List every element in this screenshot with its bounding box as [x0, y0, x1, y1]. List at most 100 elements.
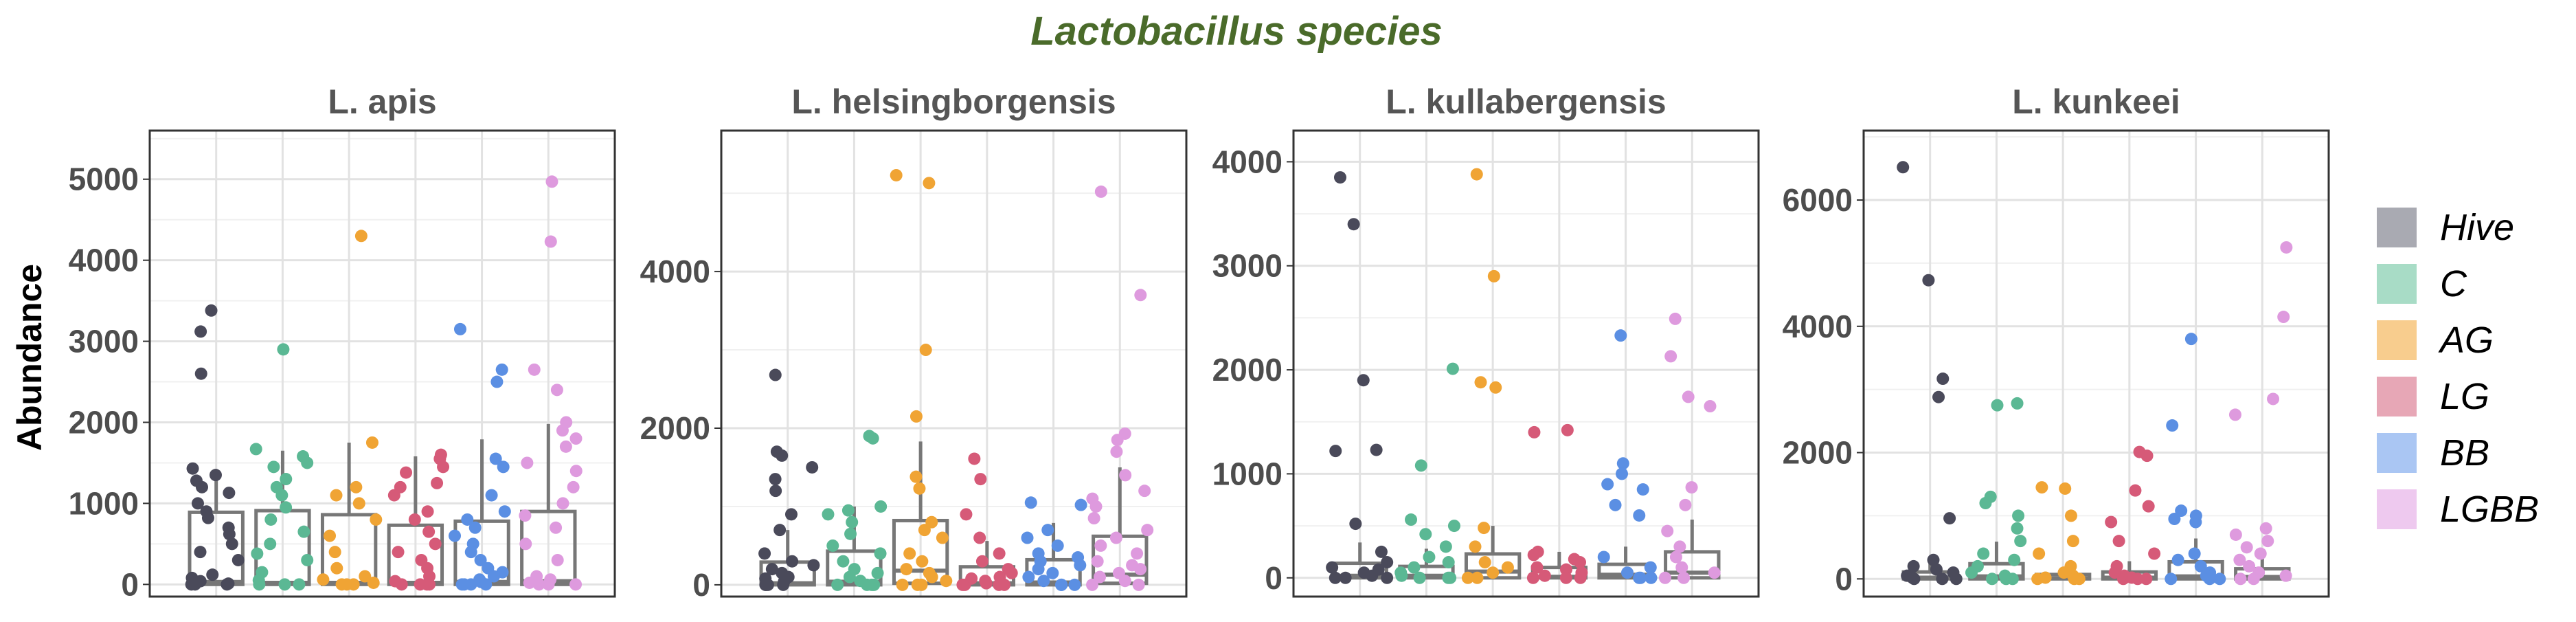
- data-point: [1037, 575, 1050, 588]
- data-point: [831, 578, 844, 591]
- data-point: [1616, 467, 1629, 480]
- data-point: [1922, 274, 1935, 287]
- data-point: [277, 343, 290, 356]
- data-point: [1091, 555, 1104, 568]
- data-point: [414, 578, 427, 591]
- data-point: [569, 432, 583, 445]
- data-point: [1074, 559, 1087, 572]
- data-point: [900, 563, 913, 576]
- data-point: [1414, 459, 1427, 472]
- data-point: [489, 452, 502, 465]
- data-point: [2014, 535, 2027, 548]
- data-point: [206, 568, 219, 581]
- data-point: [275, 489, 289, 502]
- data-point: [874, 547, 887, 560]
- data-point: [301, 456, 314, 469]
- data-point: [1658, 571, 1671, 584]
- data-point: [474, 553, 487, 566]
- data-point: [956, 578, 969, 591]
- data-point: [909, 470, 923, 483]
- data-point: [387, 489, 400, 502]
- data-point: [841, 504, 855, 517]
- data-point: [925, 570, 938, 584]
- data-point: [209, 469, 222, 482]
- data-point: [1086, 578, 1099, 591]
- data-point: [1645, 571, 1658, 584]
- data-point: [521, 456, 534, 469]
- data-point: [251, 547, 264, 560]
- data-point: [449, 529, 462, 542]
- data-point: [359, 570, 372, 583]
- data-point: [556, 424, 569, 437]
- data-point: [352, 497, 365, 510]
- data-point: [1621, 566, 1634, 579]
- legend-label: LGBB: [2440, 489, 2540, 530]
- data-point: [936, 531, 949, 544]
- data-point: [866, 578, 879, 591]
- data-point: [975, 555, 988, 568]
- data-point: [1094, 570, 1107, 584]
- data-point: [2279, 569, 2292, 582]
- data-point: [940, 575, 953, 588]
- y-tick-label: 2000: [69, 404, 139, 440]
- data-point: [1561, 423, 1574, 436]
- data-point: [324, 529, 337, 542]
- y-tick-label: 3000: [1212, 248, 1283, 284]
- data-point: [2035, 481, 2048, 494]
- data-point: [253, 578, 266, 591]
- data-point: [1131, 547, 1144, 560]
- data-point: [1381, 556, 1394, 569]
- data-point: [2194, 559, 2207, 573]
- data-point: [1527, 548, 1540, 562]
- data-point: [2112, 535, 2125, 548]
- data-point: [194, 367, 207, 380]
- data-point: [194, 325, 207, 338]
- data-point: [392, 546, 405, 559]
- data-point: [2203, 573, 2216, 586]
- data-point: [1326, 561, 1339, 574]
- data-point: [777, 578, 790, 591]
- data-point: [2129, 484, 2142, 497]
- data-point: [1408, 561, 1421, 574]
- y-tick-label: 0: [1835, 561, 1853, 597]
- data-point: [550, 384, 563, 397]
- data-point: [354, 230, 368, 243]
- data-point: [2277, 311, 2290, 324]
- data-point: [2228, 408, 2241, 421]
- data-point: [453, 322, 466, 335]
- data-point: [2234, 573, 2247, 586]
- y-tick-label: 4000: [69, 243, 139, 278]
- data-point: [400, 466, 413, 479]
- data-point: [1423, 551, 1436, 564]
- data-point: [2175, 504, 2188, 518]
- data-point: [1447, 520, 1460, 533]
- data-point: [1110, 445, 1123, 458]
- data-point: [559, 440, 572, 453]
- data-point: [1936, 573, 1949, 586]
- data-point: [871, 566, 884, 579]
- data-point: [1669, 312, 1682, 325]
- data-point: [249, 443, 262, 456]
- data-point: [2247, 573, 2260, 586]
- data-point: [2142, 500, 2155, 513]
- data-point: [194, 546, 207, 559]
- data-point: [1329, 445, 1342, 458]
- data-point: [2006, 573, 2019, 586]
- data-point: [1897, 161, 1910, 174]
- legend-label: AG: [2440, 320, 2494, 361]
- data-point: [968, 452, 981, 465]
- data-point: [1041, 524, 1054, 537]
- legend-label: Hive: [2440, 207, 2515, 248]
- data-point: [2267, 392, 2280, 406]
- data-point: [221, 578, 234, 591]
- data-point: [464, 546, 477, 559]
- data-point: [2259, 522, 2272, 535]
- data-point: [330, 489, 343, 502]
- data-point: [1530, 561, 1544, 574]
- data-point: [1118, 575, 1131, 588]
- data-point: [2105, 515, 2118, 529]
- data-point: [1446, 362, 1459, 375]
- legend-label: BB: [2440, 432, 2490, 474]
